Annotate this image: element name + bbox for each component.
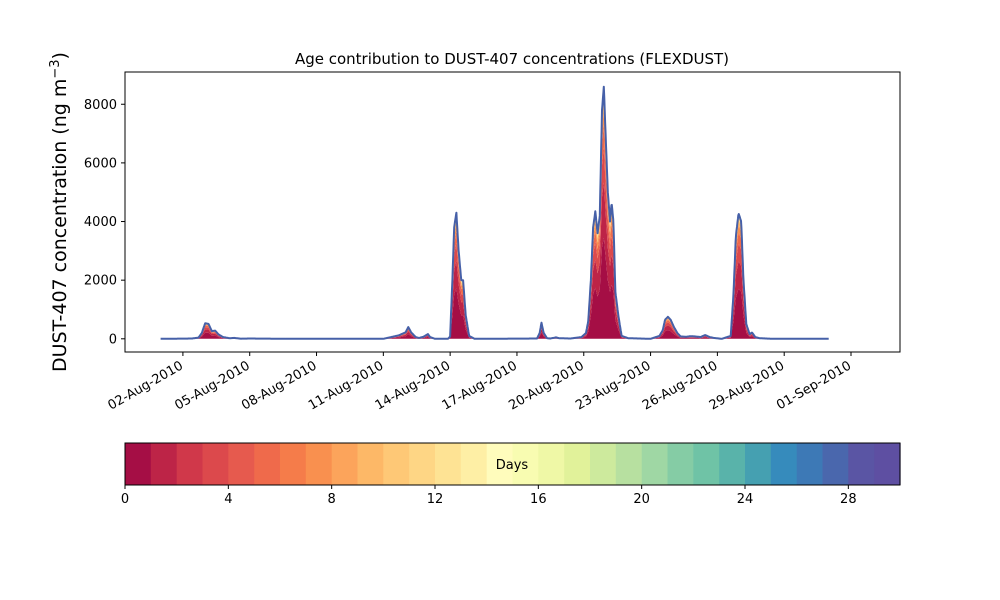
- x-tick-label: 17-Aug-2010: [440, 358, 520, 413]
- age-colorbar: [125, 443, 901, 485]
- colorbar-swatch: [254, 443, 281, 485]
- colorbar-frame: [124, 442, 901, 486]
- y-tick-label: 4000: [84, 215, 117, 230]
- colorbar-swatch: [719, 443, 746, 485]
- x-tick-label: 01-Sep-2010: [774, 358, 854, 413]
- colorbar-swatch: [564, 443, 591, 485]
- colorbar-swatch: [460, 443, 488, 485]
- colorbar-swatch: [409, 443, 436, 485]
- age-band-area-8: [160, 86, 829, 339]
- y-tick-label: 6000: [84, 156, 117, 171]
- x-tick-label: 20-Aug-2010: [506, 358, 586, 413]
- y-axis: 0 2000 4000 6000 8000: [84, 98, 125, 347]
- colorbar-swatch: [822, 443, 849, 485]
- x-tick-label: 05-Aug-2010: [172, 358, 252, 413]
- colorbar-tick-label: 20: [633, 492, 650, 507]
- age-contribution-areas: [160, 86, 829, 339]
- colorbar-tick-label: 8: [328, 492, 336, 507]
- colorbar-tick-label: 16: [530, 492, 547, 507]
- age-band-area-2: [160, 147, 829, 339]
- x-tick-label: 29-Aug-2010: [707, 358, 787, 413]
- colorbar-swatch: [745, 443, 772, 485]
- colorbar-swatch: [615, 443, 643, 485]
- colorbar-swatch: [848, 443, 875, 485]
- colorbar-swatch: [512, 443, 539, 485]
- x-tick-label: 23-Aug-2010: [573, 358, 653, 413]
- y-tick-label: 0: [109, 332, 117, 347]
- age-band-area-1: [160, 182, 829, 339]
- y-tick-label: 2000: [84, 274, 117, 289]
- colorbar-swatch: [176, 443, 204, 485]
- colorbar-swatch: [357, 443, 384, 485]
- colorbar-swatch: [538, 443, 565, 485]
- colorbar-tick-label: 24: [737, 492, 754, 507]
- colorbar-swatch: [228, 443, 255, 485]
- colorbar-swatch: [383, 443, 410, 485]
- colorbar-swatch: [125, 443, 152, 485]
- colorbar-tick-label: 4: [224, 492, 232, 507]
- age-band-area-4: [160, 109, 829, 339]
- x-tick-label: 11-Aug-2010: [306, 358, 386, 413]
- age-band-area-5: [160, 99, 829, 339]
- age-band-area-0: [160, 237, 829, 339]
- colorbar-tick-label: 12: [427, 492, 444, 507]
- x-tick-label: 26-Aug-2010: [640, 358, 720, 413]
- age-band-area-3: [160, 124, 829, 339]
- colorbar-swatch: [796, 443, 824, 485]
- age-band-area-6: [160, 93, 829, 339]
- total-concentration-line: [160, 85, 830, 340]
- x-tick-label: 14-Aug-2010: [373, 358, 453, 413]
- colorbar-swatch: [874, 443, 901, 485]
- x-axis: 02-Aug-201005-Aug-201008-Aug-201011-Aug-…: [106, 352, 854, 414]
- colorbar-swatch: [641, 443, 669, 485]
- colorbar-swatch: [202, 443, 229, 485]
- colorbar-swatch: [435, 443, 462, 485]
- chart-title: Age contribution to DUST-407 concentrati…: [295, 50, 729, 68]
- colorbar-swatch: [486, 443, 514, 485]
- colorbar-label: Days: [496, 458, 529, 473]
- colorbar-swatch: [280, 443, 307, 485]
- total-concentration-group: [160, 85, 830, 340]
- colorbar-tick-label: 28: [840, 492, 857, 507]
- colorbar-swatch: [770, 443, 798, 485]
- colorbar-swatch: [150, 443, 178, 485]
- colorbar-swatch: [331, 443, 359, 485]
- colorbar-swatch: [693, 443, 720, 485]
- y-axis-label: DUST-407 concentration (ng m−3): [48, 52, 72, 372]
- colorbar-swatch: [305, 443, 333, 485]
- colorbar-tick-label: 0: [121, 492, 129, 507]
- y-tick-label: 8000: [84, 98, 117, 113]
- x-tick-label: 02-Aug-2010: [106, 358, 186, 413]
- colorbar-swatch: [667, 443, 694, 485]
- colorbar-swatch: [590, 443, 617, 485]
- plot-area-frame: [124, 71, 901, 353]
- x-tick-label: 08-Aug-2010: [239, 358, 319, 413]
- colorbar-axis: 0 4 8 12 16 20 24 28: [121, 485, 857, 507]
- age-band-area-7: [160, 89, 829, 339]
